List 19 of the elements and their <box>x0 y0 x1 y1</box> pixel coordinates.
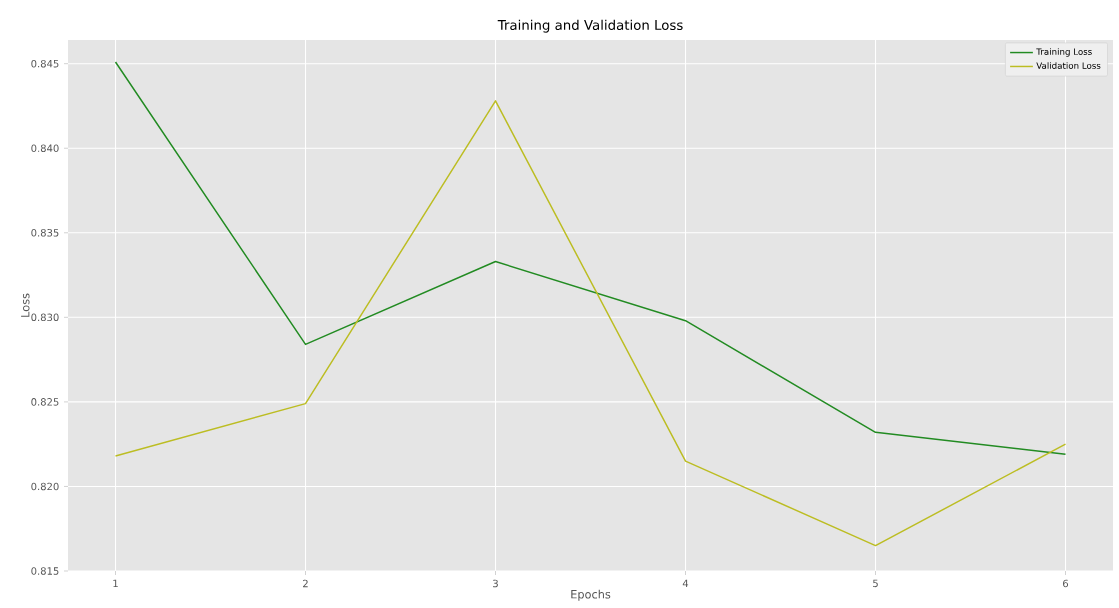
y-tick-label: 0.815 <box>31 567 59 575</box>
y-tick-label: 0.825 <box>31 398 59 406</box>
x-tick-label: 1 <box>113 579 118 587</box>
y-tick-label: 0.835 <box>31 229 59 237</box>
legend-label: Validation Loss <box>1036 62 1101 69</box>
legend-label: Training Loss <box>1036 48 1092 57</box>
x-tick-label: 4 <box>682 579 689 587</box>
x-tick-label: 2 <box>303 579 308 588</box>
y-tick-label: 0.840 <box>31 144 59 153</box>
y-tick-label: 0.845 <box>31 59 59 68</box>
x-axis-title: Epochs <box>571 589 611 601</box>
y-tick-label: 0.830 <box>31 313 59 322</box>
x-tick-label: 3 <box>493 579 498 588</box>
y-axis-title: Loss <box>21 293 30 317</box>
x-tick-label: 6 <box>1063 579 1069 588</box>
y-tick-label: 0.820 <box>31 482 59 491</box>
line-series <box>114 100 1067 547</box>
chart-title: Training and Validation Loss <box>497 19 683 33</box>
x-tick-label: 5 <box>873 579 878 588</box>
